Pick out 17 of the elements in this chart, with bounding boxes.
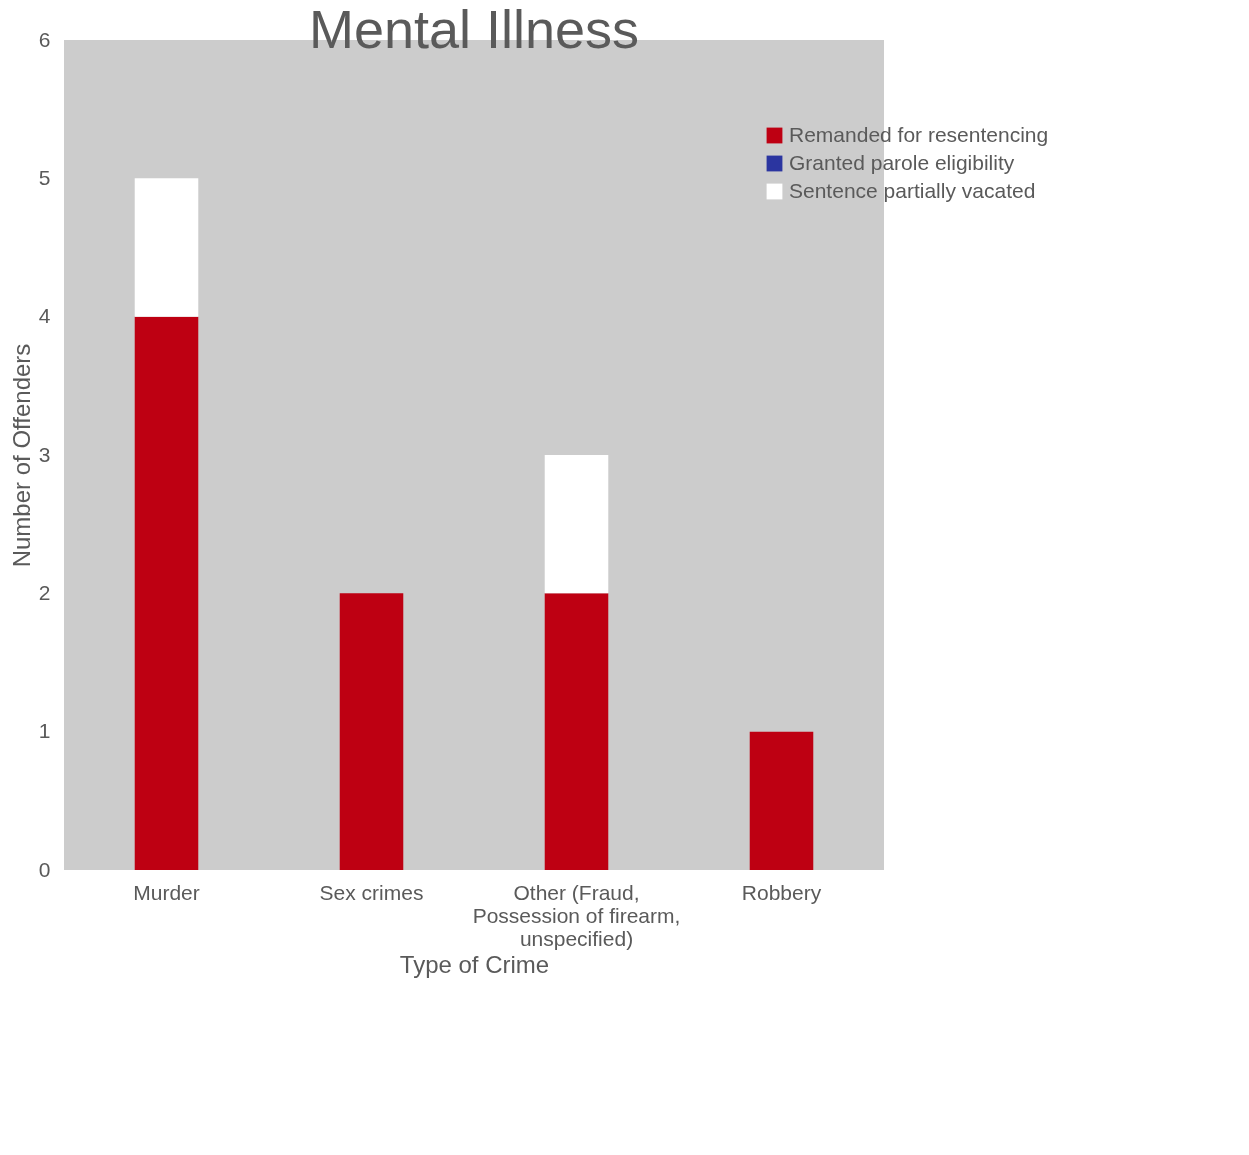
y-tick-label: 5 — [38, 165, 51, 189]
y-axis-title: Number of Offenders — [7, 343, 35, 568]
x-tick-label: Robbery — [741, 880, 822, 904]
x-axis-title: Type of Crime — [399, 950, 550, 978]
y-tick-label: 4 — [38, 304, 51, 328]
y-tick-label: 1 — [38, 719, 51, 743]
legend-label: Remanded for resentencing — [789, 122, 1049, 146]
y-tick-label: 2 — [38, 580, 51, 604]
legend-label: Granted parole eligibility — [789, 150, 1015, 174]
y-tick-label: 3 — [38, 442, 51, 466]
x-tick-label: Sex crimes — [319, 880, 424, 904]
legend-label: Sentence partially vacated — [789, 178, 1036, 202]
y-tick-label: 0 — [38, 857, 51, 881]
y-tick-label: 6 — [38, 27, 51, 51]
x-tick-label: Other (Fraud, Possession of firearm, unspecified) — [472, 880, 681, 950]
x-tick-label: Murder — [133, 880, 200, 904]
chart-title: Mental Illness — [308, 0, 640, 59]
